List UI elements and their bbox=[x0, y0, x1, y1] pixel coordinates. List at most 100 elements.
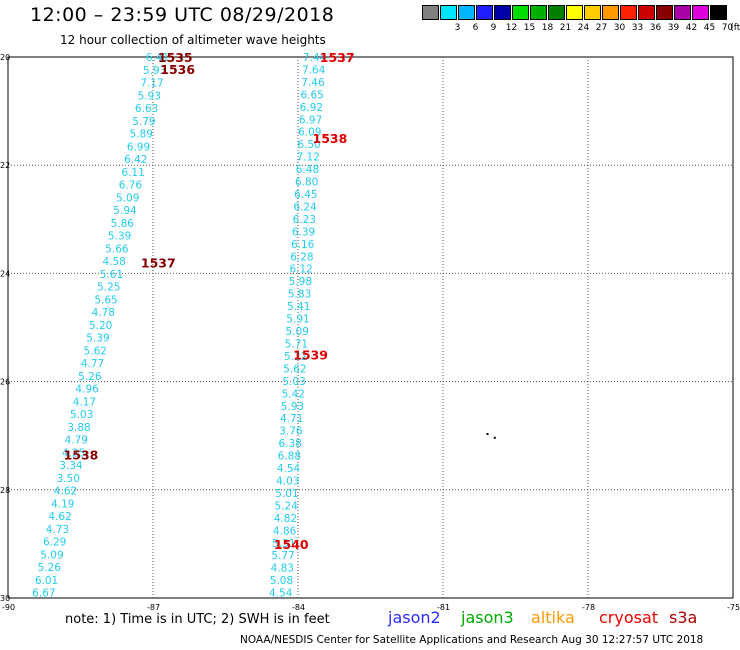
swh-value: 3.34 bbox=[59, 460, 83, 472]
legend-swatch bbox=[692, 5, 709, 20]
swh-value: 5.93 bbox=[281, 401, 304, 413]
swh-value: 5.83 bbox=[288, 289, 311, 301]
swh-value: 3.76 bbox=[279, 426, 303, 438]
swh-value: 4.03 bbox=[276, 475, 299, 487]
swh-value: 4.62 bbox=[48, 511, 71, 523]
y-tick-label: 20 bbox=[0, 53, 10, 62]
page-title: 12:00 – 23:59 UTC 08/29/2018 bbox=[30, 4, 335, 26]
swh-value: 5.09 bbox=[40, 549, 63, 561]
swh-value: 4.19 bbox=[51, 498, 74, 510]
swh-value: 4.58 bbox=[102, 256, 125, 268]
swh-value: 5.71 bbox=[285, 338, 308, 350]
swh-value: 6.48 bbox=[296, 164, 319, 176]
satellite-label-s3a: s3a bbox=[669, 608, 698, 627]
swh-value: 5.26 bbox=[78, 371, 102, 383]
footer-note: note: 1) Time is in UTC; 2) SWH is in fe… bbox=[65, 612, 330, 627]
page-subtitle: 12 hour collection of altimeter wave hei… bbox=[60, 33, 326, 47]
legend-swatch bbox=[584, 5, 601, 20]
swh-value: 6.67 bbox=[32, 588, 55, 600]
legend-swatch bbox=[674, 5, 691, 20]
pass-time-label: 1540 bbox=[274, 537, 309, 552]
legend-label: 12 bbox=[505, 23, 518, 33]
legend-label: 27 bbox=[595, 23, 608, 33]
swh-value: 4.25 bbox=[62, 447, 85, 459]
swh-value: 5.93 bbox=[143, 65, 166, 77]
swh-value: 5.94 bbox=[113, 205, 137, 217]
swh-value: 6.65 bbox=[300, 89, 323, 101]
legend-label: 30 bbox=[613, 23, 626, 33]
swh-value: 4.83 bbox=[271, 563, 294, 575]
swh-value: 4.77 bbox=[81, 358, 104, 370]
pass-time-label: 1535 bbox=[158, 50, 193, 65]
map-dot bbox=[486, 432, 489, 435]
swh-value: 7.46 bbox=[301, 77, 325, 89]
swh-value: 5.41 bbox=[287, 301, 310, 313]
swh-value: 5.01 bbox=[275, 488, 298, 500]
swh-value: 6.23 bbox=[293, 214, 316, 226]
swh-value: 6.28 bbox=[290, 251, 313, 263]
legend-label: 15 bbox=[523, 23, 536, 33]
legend-label: 33 bbox=[631, 23, 644, 33]
legend-swatch bbox=[458, 5, 475, 20]
swh-value: 6.39 bbox=[292, 226, 315, 238]
swh-value: 6.42 bbox=[124, 154, 147, 166]
y-tick-label: 22 bbox=[0, 161, 10, 170]
x-tick-label: -78 bbox=[582, 603, 595, 612]
swh-value: 6.01 bbox=[35, 575, 58, 587]
swh-value: 6.76 bbox=[119, 180, 143, 192]
swh-value: 5.20 bbox=[89, 320, 112, 332]
swh-value: 4.54 bbox=[269, 588, 293, 600]
legend-swatch bbox=[620, 5, 637, 20]
legend-swatch bbox=[476, 5, 493, 20]
legend-label: 18 bbox=[541, 23, 554, 33]
y-tick-label: 28 bbox=[0, 486, 10, 495]
swh-value: 4.62 bbox=[54, 486, 77, 498]
swh-value: 5.86 bbox=[111, 218, 135, 230]
legend-swatch bbox=[656, 5, 673, 20]
legend-label: 21 bbox=[559, 23, 572, 33]
x-tick-label: -87 bbox=[147, 603, 160, 612]
pass-time-label: 1539 bbox=[293, 348, 328, 363]
legend-label: 9 bbox=[490, 23, 497, 33]
swh-value: 4.73 bbox=[46, 524, 69, 536]
swh-value: 5.22 bbox=[284, 351, 307, 363]
legend-swatch bbox=[512, 5, 529, 20]
swh-value: 5.91 bbox=[286, 314, 309, 326]
legend-label: 70 bbox=[721, 23, 734, 33]
x-tick-label: -90 bbox=[2, 603, 15, 612]
pass-time-label: 1538 bbox=[64, 448, 99, 463]
satellite-label-cryosat: cryosat bbox=[599, 608, 659, 627]
swh-value: 7.12 bbox=[297, 152, 320, 164]
legend-label: 3 bbox=[454, 23, 461, 33]
legend-swatch bbox=[422, 5, 439, 20]
legend-unit: (ft) bbox=[730, 23, 740, 33]
pass-time-label: 1536 bbox=[160, 62, 195, 77]
swh-value: 5.25 bbox=[97, 282, 120, 294]
swh-value: 6.80 bbox=[295, 177, 318, 189]
satellite-label-jason2: jason2 bbox=[388, 608, 441, 627]
swh-value: 6.99 bbox=[127, 141, 150, 153]
swh-value: 4.71 bbox=[280, 413, 303, 425]
swh-value: 5.09 bbox=[286, 326, 309, 338]
swh-value: 4.79 bbox=[65, 435, 88, 447]
swh-value: 5.98 bbox=[289, 276, 312, 288]
legend-swatch bbox=[494, 5, 511, 20]
legend-swatch bbox=[440, 5, 457, 20]
swh-value: 5.62 bbox=[84, 345, 107, 357]
x-tick-label: -75 bbox=[727, 603, 740, 612]
swh-value: 6.88 bbox=[278, 451, 301, 463]
swh-value: 5.39 bbox=[86, 333, 109, 345]
swh-value: 5.26 bbox=[38, 562, 62, 574]
swh-value: 4.82 bbox=[274, 513, 297, 525]
swh-value: 6.24 bbox=[293, 201, 317, 213]
pass-time-label: 1537 bbox=[141, 256, 176, 271]
y-tick-label: 30 bbox=[0, 594, 10, 603]
swh-value: 6.50 bbox=[297, 139, 320, 151]
swh-value: 5.62 bbox=[283, 363, 306, 375]
legend-label: 42 bbox=[685, 23, 698, 33]
swh-value: 5.42 bbox=[282, 388, 305, 400]
pass-time-label: 1538 bbox=[313, 131, 348, 146]
swh-value: 4.96 bbox=[75, 384, 99, 396]
swh-value: 7.44 bbox=[303, 52, 327, 64]
